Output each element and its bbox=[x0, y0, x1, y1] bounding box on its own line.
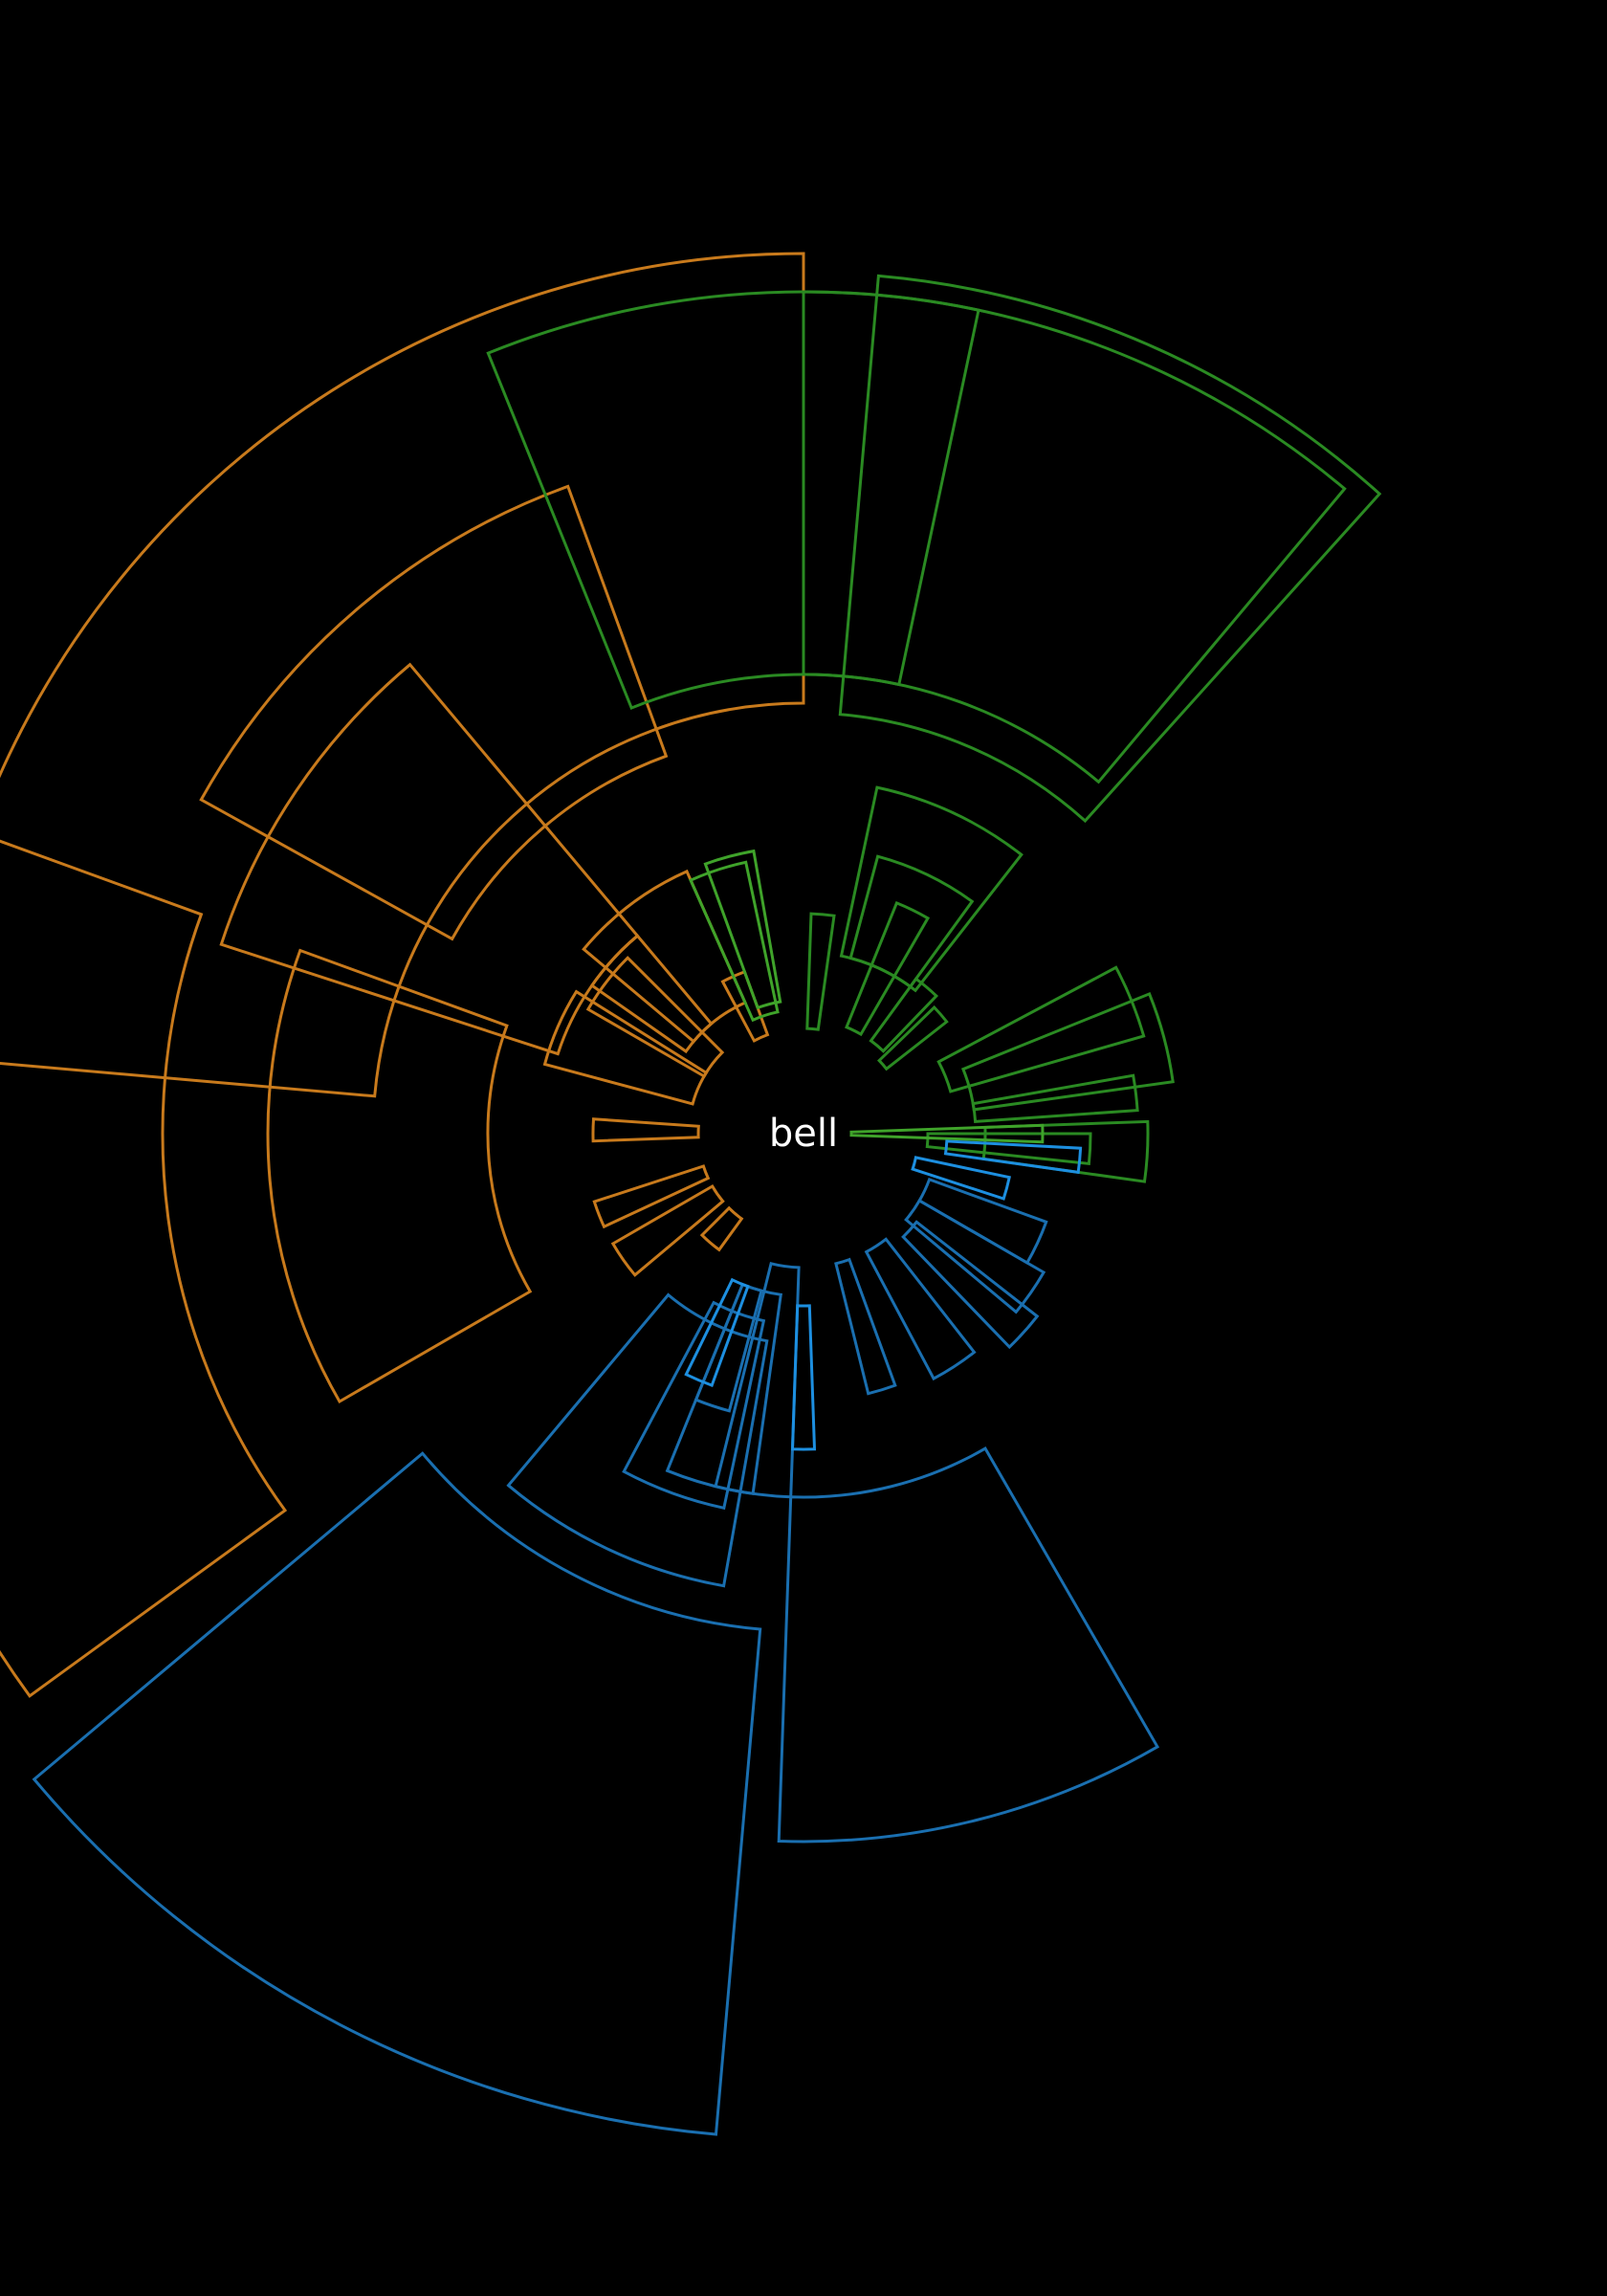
green-wedge-26 bbox=[960, 991, 1175, 1112]
orange-wedge-11 bbox=[610, 1183, 725, 1277]
blue-wedge-44 bbox=[943, 1139, 1083, 1175]
blue-wedge-31 bbox=[32, 1451, 762, 2136]
blue-wedge-43 bbox=[911, 1156, 1011, 1201]
wedge-layer bbox=[0, 252, 1382, 2136]
green-wedge-29 bbox=[925, 1132, 1092, 1166]
orange-wedge-1 bbox=[0, 839, 288, 1698]
blue-wedge-37 bbox=[790, 1304, 817, 1451]
blue-wedge-35 bbox=[665, 1282, 782, 1495]
blue-wedge-39 bbox=[864, 1237, 977, 1381]
orange-wedge-10 bbox=[592, 1164, 711, 1229]
orange-wedge-13 bbox=[720, 969, 770, 1043]
orange-wedge-5 bbox=[542, 989, 709, 1106]
green-wedge-16 bbox=[486, 290, 980, 710]
green-wedge-23 bbox=[689, 860, 780, 1023]
blue-wedge-42 bbox=[917, 1177, 1048, 1266]
green-wedge-15 bbox=[802, 290, 1347, 784]
blue-wedge-40 bbox=[901, 1220, 1040, 1350]
orange-wedge-0 bbox=[0, 252, 805, 1098]
green-wedge-27 bbox=[971, 1073, 1139, 1124]
orange-wedge-9 bbox=[591, 1117, 700, 1143]
green-wedge-25 bbox=[936, 965, 1146, 1093]
blue-wedge-36 bbox=[714, 1261, 801, 1499]
orange-wedge-12 bbox=[699, 1205, 744, 1252]
green-wedge-18 bbox=[848, 854, 975, 989]
green-wedge-30 bbox=[849, 1123, 1045, 1144]
orange-wedge-6 bbox=[582, 869, 747, 1044]
orange-wedge-4 bbox=[266, 948, 533, 1404]
blue-wedge-32 bbox=[777, 1446, 1160, 1843]
green-wedge-22 bbox=[876, 1004, 949, 1071]
orange-wedge-2 bbox=[219, 662, 640, 1056]
green-wedge-14 bbox=[838, 274, 1382, 824]
orange-wedge-7 bbox=[589, 934, 714, 1054]
blue-wedge-38 bbox=[834, 1257, 897, 1396]
green-wedge-28 bbox=[981, 1119, 1150, 1183]
blue-wedge-46 bbox=[684, 1277, 750, 1388]
blue-wedge-41 bbox=[904, 1198, 1046, 1314]
orange-wedge-8 bbox=[585, 956, 725, 1079]
green-wedge-24 bbox=[703, 849, 782, 1010]
orange-wedge-3 bbox=[199, 484, 669, 941]
blue-wedge-33 bbox=[506, 1292, 769, 1588]
center-label: bell bbox=[769, 1112, 838, 1156]
green-wedge-20 bbox=[845, 900, 931, 1037]
green-wedge-21 bbox=[869, 977, 939, 1053]
green-wedge-19 bbox=[805, 912, 836, 1031]
